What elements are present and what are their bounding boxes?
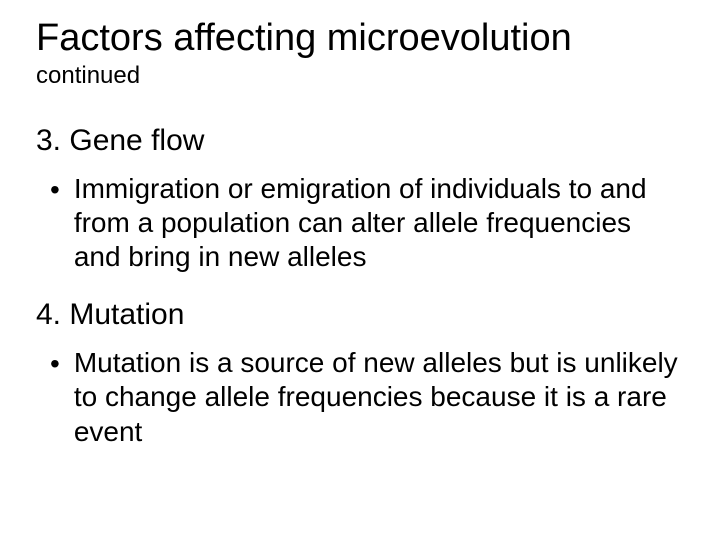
bullet-text: Mutation is a source of new alleles but … [74, 346, 684, 448]
bullet-text: Immigration or emigration of individuals… [74, 172, 684, 274]
bullet-block-3: • Immigration or emigration of individua… [36, 172, 684, 274]
section-heading-3: 3. Gene flow [36, 124, 684, 158]
slide-subtitle: continued [36, 62, 684, 90]
slide-title: Factors affecting microevolution [36, 18, 684, 60]
bullet-block-4: • Mutation is a source of new alleles bu… [36, 346, 684, 448]
list-item: • Immigration or emigration of individua… [36, 172, 684, 274]
section-heading-4: 4. Mutation [36, 298, 684, 332]
bullet-icon: • [50, 346, 60, 381]
bullet-icon: • [50, 172, 60, 207]
list-item: • Mutation is a source of new alleles bu… [36, 346, 684, 448]
